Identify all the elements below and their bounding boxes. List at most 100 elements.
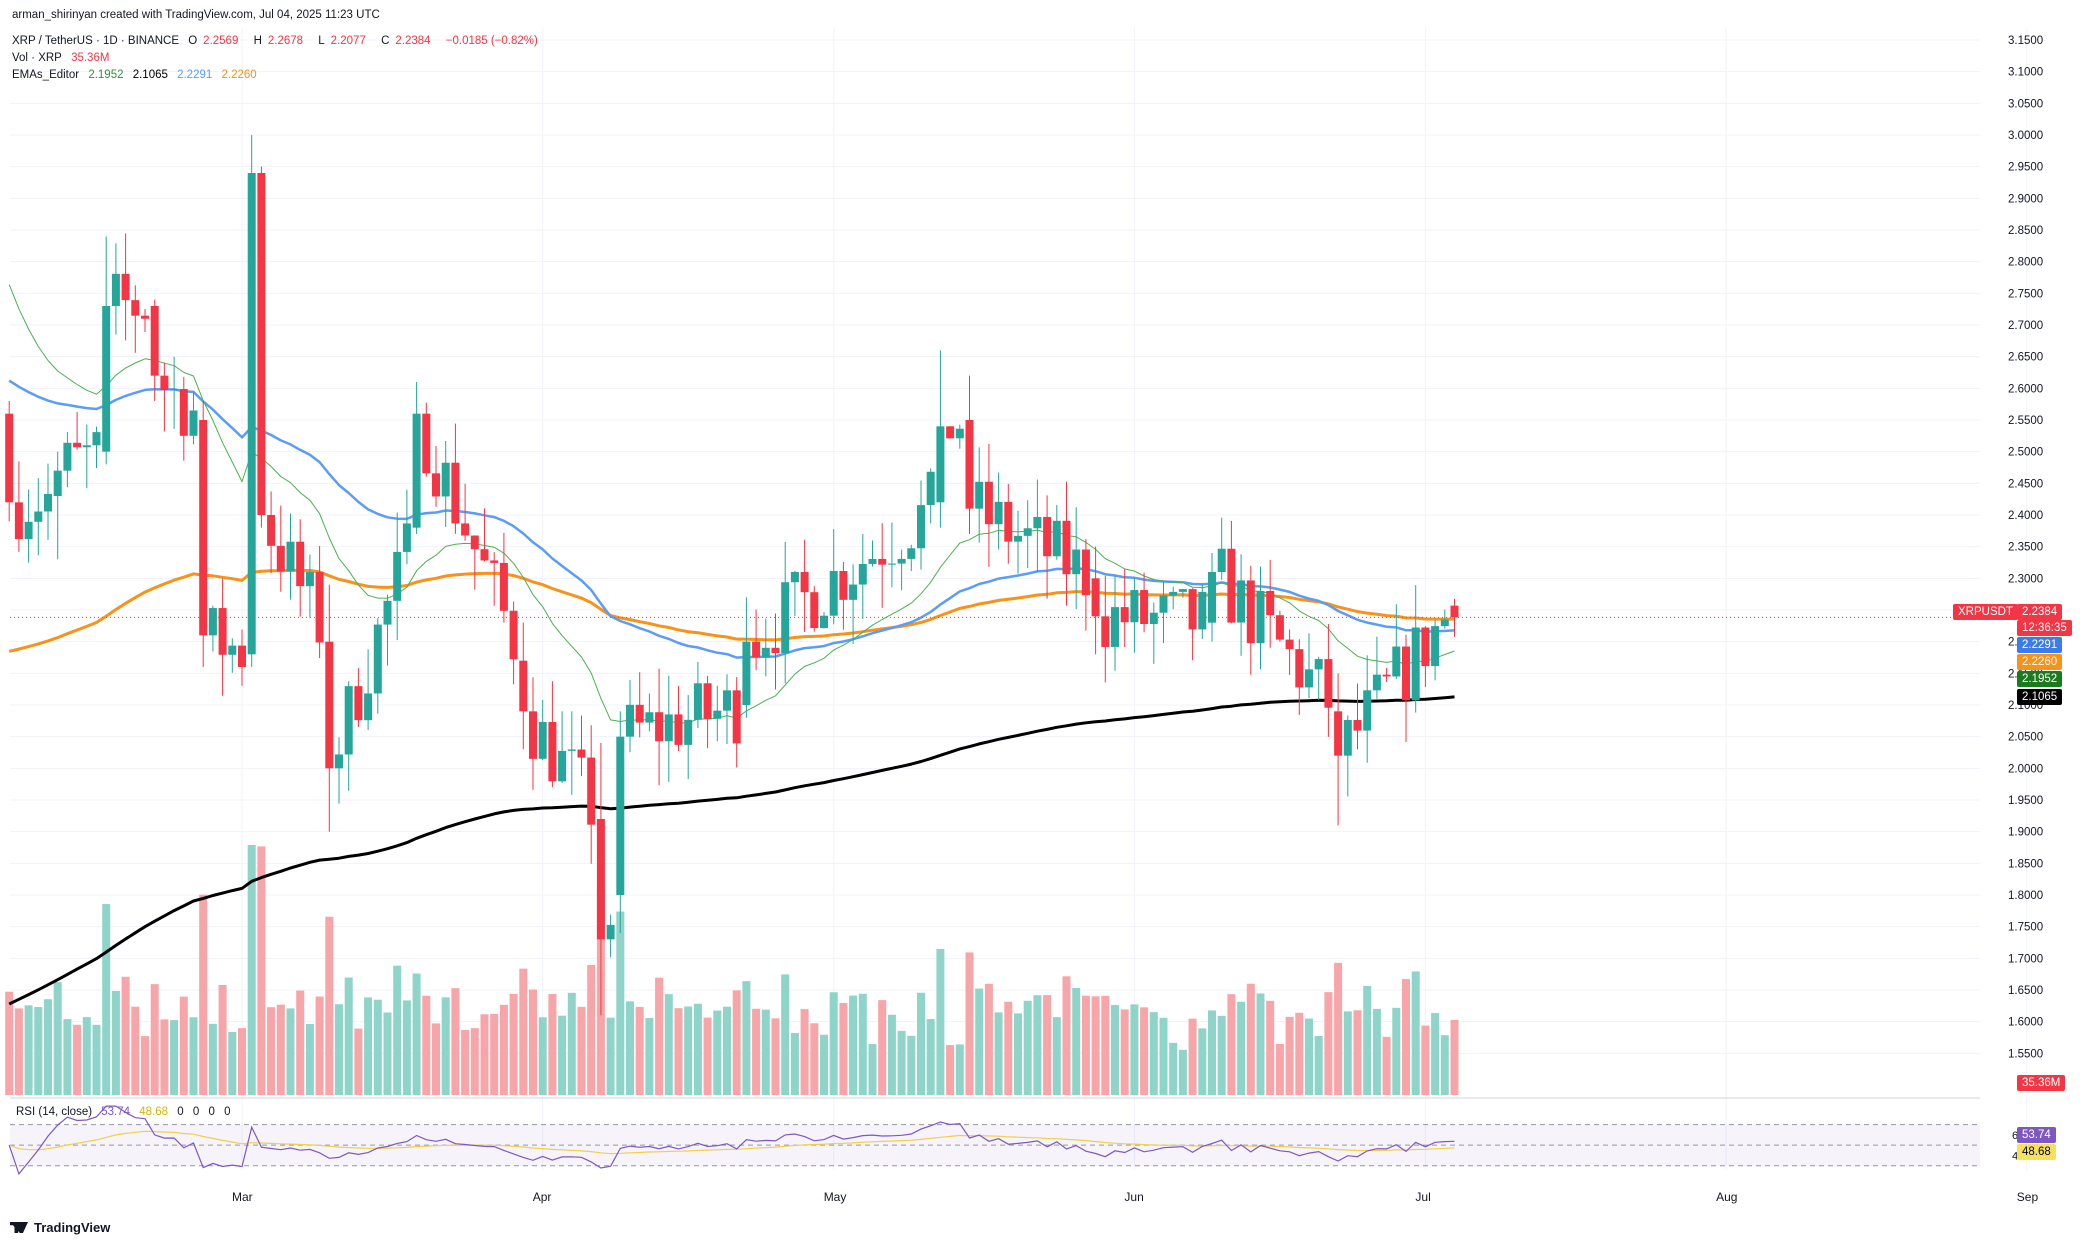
rsi-ma-tag: 48.68: [2017, 1144, 2056, 1160]
volume-bar: [1285, 1016, 1294, 1095]
candle-body: [82, 445, 91, 448]
volume-bar: [490, 1013, 499, 1095]
volume-bar: [267, 1007, 276, 1095]
candle-body: [761, 647, 770, 658]
candle-body: [1392, 646, 1401, 677]
volume-bar: [1111, 1004, 1119, 1095]
candle-body: [606, 924, 615, 940]
volume-bar: [635, 1006, 644, 1095]
volume-bar: [1411, 971, 1420, 1095]
volume-bar: [645, 1018, 654, 1095]
candle-body: [868, 558, 877, 564]
candle-body: [1014, 535, 1022, 542]
price-tick-label: 2.8000: [2008, 257, 2043, 269]
volume-bar: [247, 845, 256, 1095]
candle-body: [529, 711, 537, 759]
time-tick-label: Mar: [232, 1190, 253, 1204]
candle-body: [1343, 720, 1352, 756]
volume-bar: [1052, 1017, 1061, 1095]
candle-body: [111, 273, 120, 306]
price-axis[interactable]: 3.1500 3.1000 3.0500 3.0000 2.9500 2.9000 2.85…: [2008, 35, 2043, 1162]
volume-bar: [965, 952, 974, 1095]
candle-body: [519, 660, 528, 712]
volume-bar: [693, 1003, 702, 1095]
candle-body: [587, 757, 596, 825]
volume-bar: [44, 999, 52, 1095]
candle-body: [1227, 548, 1236, 623]
candle-body: [1062, 520, 1071, 575]
candle-body: [1052, 520, 1061, 557]
volume-bar: [1343, 1011, 1352, 1095]
volume-bar: [1159, 1017, 1168, 1095]
volume-bar: [1120, 1009, 1129, 1095]
price-tick-label: 3.0000: [2008, 130, 2043, 142]
price-tick-label: 2.9500: [2008, 162, 2043, 174]
volume-bar: [1217, 1015, 1226, 1095]
volume-bars: [5, 845, 1459, 1095]
volume-bar: [509, 993, 518, 1095]
volume-bar: [1402, 979, 1410, 1095]
candle-body: [1169, 591, 1178, 596]
candle-body: [1004, 501, 1013, 542]
rsi-legend[interactable]: RSI (14, close) 53.74 48.68 0 0 0 0: [16, 1106, 236, 1118]
high-value: 2.2678: [267, 35, 304, 47]
candle-body: [1072, 549, 1081, 575]
candle-body: [538, 721, 547, 759]
price-tick-label: 2.0500: [2008, 732, 2043, 744]
candle-body: [208, 608, 217, 636]
volume-bar: [897, 1030, 906, 1095]
volume-bar: [34, 1007, 43, 1095]
volume-bar: [461, 1029, 470, 1095]
candle-body: [849, 584, 858, 600]
rsi-line: [8, 1105, 1455, 1176]
ema-label: EMAs_Editor: [12, 69, 80, 81]
volume-bar: [199, 894, 208, 1095]
volume-bar: [1440, 1035, 1449, 1095]
candle-body: [1130, 590, 1139, 623]
volume-bar: [664, 994, 673, 1095]
price-tick-label: 3.0500: [2008, 98, 2043, 110]
volume-bar: [1178, 1049, 1187, 1095]
candle-body: [34, 511, 43, 522]
candle-body: [247, 173, 256, 655]
volume-bar: [1431, 1013, 1440, 1095]
volume-bar: [1246, 983, 1255, 1095]
volume-bar: [1208, 1010, 1216, 1095]
candle-body: [1372, 674, 1381, 691]
rsi-zero-3: 0: [208, 1106, 215, 1118]
volume-bar: [218, 985, 227, 1095]
tradingview-logo[interactable]: TradingView: [10, 1220, 110, 1235]
volume-bar: [305, 1024, 314, 1095]
candle-body: [73, 442, 82, 448]
volume-bar: [73, 1024, 82, 1095]
volume-bar: [519, 968, 528, 1095]
ema-legend[interactable]: EMAs_Editor 2.1952 2.1065 2.2291 2.2260: [12, 68, 263, 82]
volume-bar: [1227, 994, 1236, 1095]
volume-bar: [1324, 992, 1333, 1095]
time-axis[interactable]: Mar Apr May Jun Jul Aug Sep: [232, 1190, 2038, 1204]
candle-body: [1043, 516, 1052, 557]
volume-bar: [810, 1023, 819, 1095]
symbol-price-tag: XRPUSDT: [1953, 604, 2018, 620]
volume-bar: [1014, 1013, 1022, 1095]
time-tick-label: Jun: [1124, 1190, 1143, 1204]
volume-bar: [1140, 1007, 1149, 1095]
volume-bar: [1392, 1007, 1401, 1095]
candle-body: [1305, 669, 1313, 688]
volume-bar: [1363, 986, 1372, 1095]
volume-bar: [1237, 1001, 1246, 1095]
volume-legend[interactable]: Vol · XRP 35.36M: [12, 51, 115, 65]
volume-bar: [14, 1008, 23, 1095]
candle-body: [674, 714, 683, 745]
time-tick-label: Aug: [1716, 1190, 1737, 1204]
candle-body: [907, 548, 916, 559]
candle-body: [1334, 711, 1343, 756]
volume-bar: [926, 1019, 935, 1095]
candle-body: [1178, 589, 1187, 592]
candle-body: [1382, 674, 1391, 677]
volume-bar: [849, 995, 858, 1095]
volume-bar: [354, 1028, 363, 1095]
candle-body: [141, 315, 149, 319]
